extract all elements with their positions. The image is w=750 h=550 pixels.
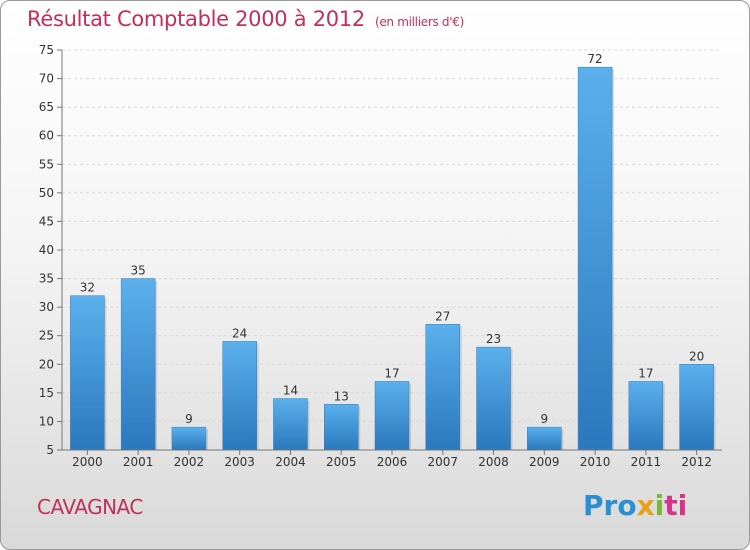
bar-2006 bbox=[374, 381, 410, 451]
y-tick-label: 45 bbox=[39, 214, 54, 228]
bar-2009 bbox=[527, 426, 562, 451]
x-tick-label-2005: 2005 bbox=[326, 455, 357, 469]
logo-part-2: x bbox=[636, 489, 655, 522]
data-label-2010: 72 bbox=[587, 52, 602, 66]
logo-part-3: i bbox=[654, 489, 665, 522]
y-tick-label: 10 bbox=[39, 414, 54, 428]
bar-2010 bbox=[577, 66, 613, 451]
x-tick-label-2002: 2002 bbox=[174, 455, 205, 469]
bar-2011 bbox=[628, 381, 664, 451]
y-tick-label: 25 bbox=[39, 329, 54, 343]
y-tick-label: 65 bbox=[39, 100, 54, 114]
y-tick-label: 60 bbox=[39, 129, 54, 143]
bar-2004 bbox=[273, 398, 308, 451]
y-tick-label: 30 bbox=[39, 300, 54, 314]
x-tick-label-2004: 2004 bbox=[275, 455, 306, 469]
bar-2000 bbox=[70, 295, 105, 451]
axes: 5 10 15 20 25 30 35 40 45 50 55 60 65 70 75 2000 2001 200… bbox=[39, 43, 722, 469]
data-label-2008: 23 bbox=[486, 332, 501, 346]
bar-2008 bbox=[476, 346, 511, 451]
commune-name: CAVAGNAC bbox=[37, 495, 143, 519]
logo-part-4: ti bbox=[664, 489, 688, 522]
bar-2002 bbox=[171, 426, 207, 451]
data-label-2006: 17 bbox=[384, 366, 399, 380]
data-label-2003: 24 bbox=[232, 326, 247, 340]
bar-2005 bbox=[323, 404, 359, 451]
bar-2003 bbox=[222, 341, 257, 451]
data-label-2009: 9 bbox=[540, 412, 548, 426]
y-tick-label: 35 bbox=[39, 272, 54, 286]
data-label-2005: 13 bbox=[334, 389, 349, 403]
data-label-2002: 9 bbox=[185, 412, 193, 426]
grid bbox=[62, 49, 722, 451]
data-label-2011: 17 bbox=[638, 366, 653, 380]
x-tick-label-2010: 2010 bbox=[580, 455, 611, 469]
title-text: Résultat Comptable 2000 à 2012 bbox=[27, 7, 365, 31]
y-tick-label: 40 bbox=[39, 243, 54, 257]
y-tick-label: 50 bbox=[39, 186, 54, 200]
bar-2012 bbox=[679, 364, 714, 451]
x-tick-label-2009: 2009 bbox=[529, 455, 560, 469]
y-tick-label: 75 bbox=[39, 43, 54, 57]
y-tick-label: 55 bbox=[39, 157, 54, 171]
y-tick-label: 5 bbox=[46, 443, 54, 457]
data-label-2001: 35 bbox=[131, 264, 146, 278]
data-label-2012: 20 bbox=[689, 349, 704, 363]
x-tick-label-2006: 2006 bbox=[377, 455, 408, 469]
data-label-2000: 32 bbox=[80, 281, 95, 295]
x-tick-label-2003: 2003 bbox=[224, 455, 255, 469]
x-tick-label-2008: 2008 bbox=[478, 455, 509, 469]
y-tick-label: 70 bbox=[39, 72, 54, 86]
x-tick-label-2012: 2012 bbox=[681, 455, 712, 469]
bars: 32 35 9 24 14 13 17 27 23 9 72 17 20 bbox=[70, 52, 716, 451]
logo-part-1: Pro bbox=[583, 489, 637, 522]
subtitle-text: (en milliers d'€) bbox=[374, 15, 464, 29]
chart-title: Résultat Comptable 2000 à 2012 (en millie… bbox=[27, 7, 464, 31]
y-tick-label: 15 bbox=[39, 386, 54, 400]
x-tick-label-2011: 2011 bbox=[631, 455, 662, 469]
y-tick-label: 20 bbox=[39, 357, 54, 371]
bar-2001 bbox=[120, 278, 156, 451]
data-label-2007: 27 bbox=[435, 309, 450, 323]
x-tick-label-2001: 2001 bbox=[123, 455, 154, 469]
proxiti-logo: Proxiti bbox=[583, 489, 687, 522]
x-tick-label-2007: 2007 bbox=[427, 455, 458, 469]
x-tick-label-2000: 2000 bbox=[72, 455, 103, 469]
bar-2007 bbox=[425, 324, 461, 451]
data-label-2004: 14 bbox=[283, 384, 298, 398]
